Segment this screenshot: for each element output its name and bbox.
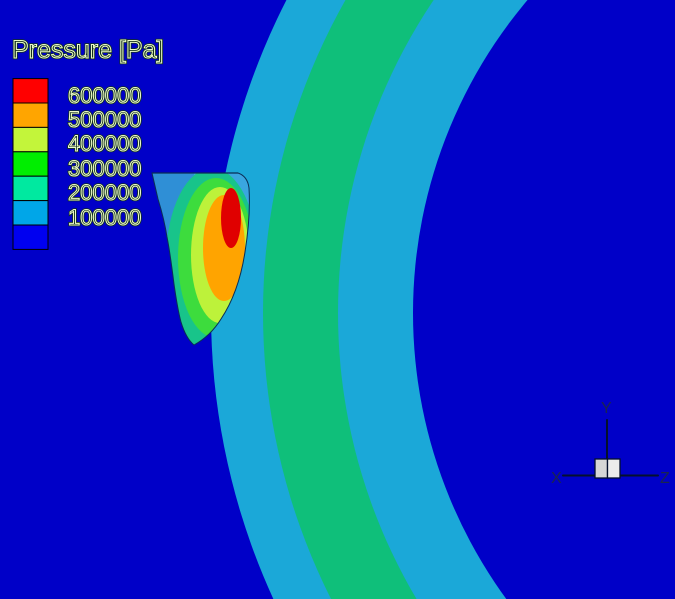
svg-text:Y: Y xyxy=(601,400,612,417)
svg-text:600000: 600000 xyxy=(68,83,141,108)
svg-text:X: X xyxy=(551,470,562,487)
svg-text:200000: 200000 xyxy=(68,180,141,205)
svg-text:Z: Z xyxy=(660,470,670,487)
svg-text:500000: 500000 xyxy=(68,107,141,132)
svg-text:300000: 300000 xyxy=(68,156,141,181)
svg-text:100000: 100000 xyxy=(68,205,141,230)
svg-text:400000: 400000 xyxy=(68,131,141,156)
svg-text:Pressure [Pa]: Pressure [Pa] xyxy=(12,36,163,64)
